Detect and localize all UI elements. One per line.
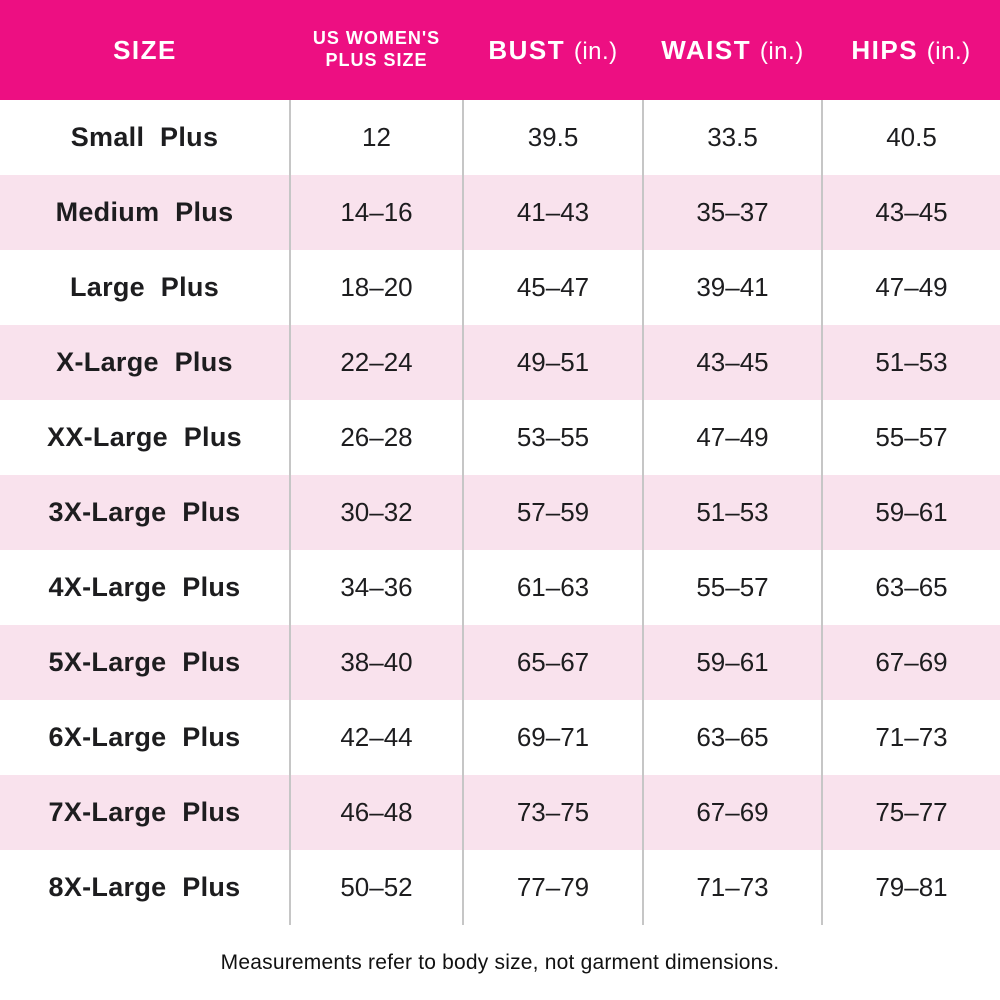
- cell-bust: 39.5: [462, 100, 643, 175]
- cell-waist: 71–73: [642, 850, 822, 925]
- cell-waist: 67–69: [642, 775, 822, 850]
- header-waist-unit: (in.): [759, 37, 804, 65]
- cell-hips: 79–81: [821, 850, 1000, 925]
- cell-bust: 73–75: [462, 775, 643, 850]
- cell-us-plus-size: 14–16: [289, 175, 463, 250]
- cell-us-plus-size: 18–20: [289, 250, 463, 325]
- cell-size: 3X-Large Plus: [0, 475, 290, 550]
- cell-hips: 43–45: [821, 175, 1000, 250]
- cell-bust: 41–43: [462, 175, 643, 250]
- cell-us-plus-size: 34–36: [289, 550, 463, 625]
- cell-waist: 43–45: [642, 325, 822, 400]
- cell-us-plus-size: 42–44: [289, 700, 463, 775]
- cell-waist: 35–37: [642, 175, 822, 250]
- cell-waist: 63–65: [642, 700, 822, 775]
- table-body: Small Plus 12 39.5 33.5 40.5 Medium Plus…: [0, 100, 1000, 925]
- header-hips: HIPS (in.): [822, 0, 1000, 100]
- cell-bust: 45–47: [462, 250, 643, 325]
- table-row: Small Plus 12 39.5 33.5 40.5: [0, 100, 1000, 175]
- header-hips-unit: (in.): [926, 37, 971, 65]
- cell-bust: 53–55: [462, 400, 643, 475]
- cell-hips: 47–49: [821, 250, 1000, 325]
- cell-bust: 57–59: [462, 475, 643, 550]
- cell-us-plus-size: 12: [289, 100, 463, 175]
- header-us-womens-plus-size-label: US WOMEN'S PLUS SIZE: [313, 27, 440, 72]
- footnote: Measurements refer to body size, not gar…: [220, 950, 780, 974]
- cell-us-plus-size: 26–28: [289, 400, 463, 475]
- cell-size: 5X-Large Plus: [0, 625, 290, 700]
- cell-size: 7X-Large Plus: [0, 775, 290, 850]
- cell-size: 6X-Large Plus: [0, 700, 290, 775]
- table-row: 4X-Large Plus 34–36 61–63 55–57 63–65: [0, 550, 1000, 625]
- cell-waist: 39–41: [642, 250, 822, 325]
- header-size: SIZE: [0, 0, 290, 100]
- cell-waist: 51–53: [642, 475, 822, 550]
- table-row: 8X-Large Plus 50–52 77–79 71–73 79–81: [0, 850, 1000, 925]
- table-row: X-Large Plus 22–24 49–51 43–45 51–53: [0, 325, 1000, 400]
- cell-hips: 51–53: [821, 325, 1000, 400]
- cell-hips: 71–73: [821, 700, 1000, 775]
- table-row: Large Plus 18–20 45–47 39–41 47–49: [0, 250, 1000, 325]
- cell-us-plus-size: 30–32: [289, 475, 463, 550]
- cell-us-plus-size: 22–24: [289, 325, 463, 400]
- cell-waist: 47–49: [642, 400, 822, 475]
- header-us-womens-plus-size: US WOMEN'S PLUS SIZE: [290, 0, 463, 100]
- table-row: 7X-Large Plus 46–48 73–75 67–69 75–77: [0, 775, 1000, 850]
- cell-hips: 55–57: [821, 400, 1000, 475]
- cell-bust: 77–79: [462, 850, 643, 925]
- header-waist-label: WAIST: [661, 34, 752, 65]
- cell-bust: 69–71: [462, 700, 643, 775]
- cell-bust: 65–67: [462, 625, 643, 700]
- header-size-label: SIZE: [113, 34, 177, 65]
- table-row: 6X-Large Plus 42–44 69–71 63–65 71–73: [0, 700, 1000, 775]
- size-chart-table: SIZE US WOMEN'S PLUS SIZE BUST (in.) WAI…: [0, 0, 1000, 925]
- footnote-bar: Measurements refer to body size, not gar…: [0, 925, 1000, 1000]
- table-row: Medium Plus 14–16 41–43 35–37 43–45: [0, 175, 1000, 250]
- header-us-line1: US WOMEN'S: [312, 27, 441, 48]
- header-bust-unit: (in.): [573, 37, 618, 65]
- table-row: 5X-Large Plus 38–40 65–67 59–61 67–69: [0, 625, 1000, 700]
- header-us-line2: PLUS SIZE: [325, 50, 428, 71]
- cell-size: XX-Large Plus: [0, 400, 290, 475]
- cell-waist: 59–61: [642, 625, 822, 700]
- cell-size: X-Large Plus: [0, 325, 290, 400]
- cell-us-plus-size: 38–40: [289, 625, 463, 700]
- cell-hips: 63–65: [821, 550, 1000, 625]
- cell-waist: 33.5: [642, 100, 822, 175]
- table-row: XX-Large Plus 26–28 53–55 47–49 55–57: [0, 400, 1000, 475]
- cell-size: Small Plus: [0, 100, 290, 175]
- table-header: SIZE US WOMEN'S PLUS SIZE BUST (in.) WAI…: [0, 0, 1000, 100]
- cell-hips: 40.5: [821, 100, 1000, 175]
- cell-bust: 61–63: [462, 550, 643, 625]
- cell-hips: 75–77: [821, 775, 1000, 850]
- cell-size: 4X-Large Plus: [0, 550, 290, 625]
- cell-size: Large Plus: [0, 250, 290, 325]
- cell-us-plus-size: 46–48: [289, 775, 463, 850]
- header-bust: BUST (in.): [463, 0, 643, 100]
- header-row: SIZE US WOMEN'S PLUS SIZE BUST (in.) WAI…: [0, 0, 1000, 100]
- cell-hips: 67–69: [821, 625, 1000, 700]
- cell-size: 8X-Large Plus: [0, 850, 290, 925]
- cell-us-plus-size: 50–52: [289, 850, 463, 925]
- cell-size: Medium Plus: [0, 175, 290, 250]
- cell-waist: 55–57: [642, 550, 822, 625]
- table-row: 3X-Large Plus 30–32 57–59 51–53 59–61: [0, 475, 1000, 550]
- cell-bust: 49–51: [462, 325, 643, 400]
- header-waist: WAIST (in.): [643, 0, 822, 100]
- cell-hips: 59–61: [821, 475, 1000, 550]
- header-hips-label: HIPS: [851, 34, 919, 65]
- header-bust-label: BUST: [488, 34, 566, 65]
